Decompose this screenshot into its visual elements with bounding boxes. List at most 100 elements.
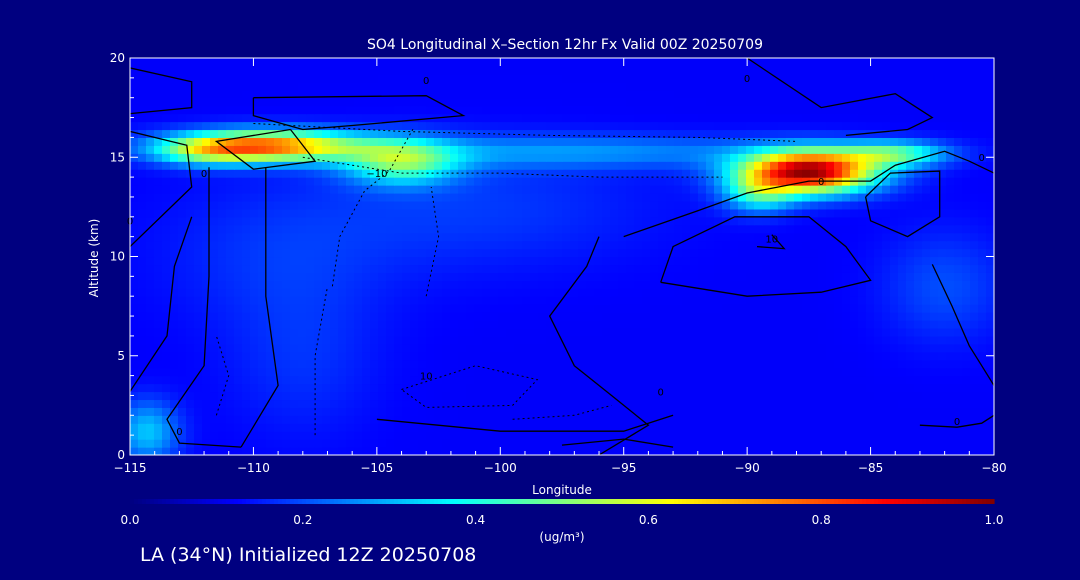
heat-cell — [346, 200, 355, 210]
heat-cell — [794, 351, 803, 361]
heat-cell — [514, 312, 523, 321]
heat-cell — [314, 375, 323, 385]
heat-cell — [282, 89, 291, 99]
heat-cell — [130, 439, 139, 448]
heat-cell — [682, 248, 691, 258]
heat-cell — [610, 224, 619, 234]
heat-cell — [250, 192, 259, 202]
heat-cell — [554, 431, 563, 440]
heat-cell — [594, 224, 603, 234]
heat-cell — [954, 351, 963, 361]
heat-cell — [442, 399, 451, 408]
heat-cell — [378, 256, 387, 266]
heat-cell — [306, 288, 315, 297]
heat-cell — [626, 129, 635, 138]
heat-cell — [874, 407, 883, 416]
heat-cell — [666, 399, 675, 408]
heat-cell — [786, 272, 795, 281]
heat-cell — [186, 89, 195, 99]
heat-cell — [850, 192, 859, 202]
heat-cell — [738, 216, 747, 226]
heat-cell — [490, 153, 499, 162]
heat-cell — [618, 105, 627, 115]
heat-cell — [522, 367, 531, 377]
heat-cell — [306, 439, 315, 448]
heat-cell — [978, 391, 987, 401]
heat-cell — [434, 399, 443, 408]
heat-cell — [314, 192, 323, 202]
heat-cell — [618, 415, 627, 424]
heat-cell — [770, 192, 779, 202]
heat-cell — [170, 232, 179, 242]
heat-cell — [330, 121, 339, 131]
heat-cell — [938, 240, 947, 250]
heat-cell — [826, 407, 835, 416]
heat-cell — [226, 153, 235, 162]
heat-cell — [410, 407, 419, 416]
heat-cell — [698, 137, 707, 146]
heat-cell — [922, 343, 931, 353]
heat-cell — [442, 423, 451, 432]
heat-cell — [442, 216, 451, 226]
heat-cell — [802, 240, 811, 250]
heat-cell — [346, 105, 355, 115]
heat-cell — [530, 375, 539, 385]
heat-cell — [618, 351, 627, 361]
heat-cell — [970, 272, 979, 281]
heat-cell — [530, 97, 539, 107]
heat-cell — [490, 439, 499, 448]
heat-cell — [266, 81, 275, 91]
heat-cell — [986, 391, 994, 401]
heat-cell — [890, 153, 899, 162]
heat-cell — [242, 137, 251, 146]
heat-cell — [202, 447, 211, 455]
heat-cell — [986, 367, 994, 377]
heat-cell — [530, 335, 539, 345]
heat-cell — [498, 216, 507, 226]
heat-cell — [866, 137, 875, 146]
heat-cell — [946, 105, 955, 115]
heat-cell — [930, 423, 939, 432]
heat-cell — [346, 312, 355, 321]
heat-cell — [698, 161, 707, 170]
heat-cell — [650, 327, 659, 337]
heat-cell — [674, 288, 683, 297]
heat-cell — [450, 232, 459, 242]
heat-cell — [338, 192, 347, 202]
heat-cell — [746, 383, 755, 393]
heat-cell — [322, 105, 331, 115]
heat-cell — [546, 367, 555, 377]
heat-cell — [634, 351, 643, 361]
heat-cell — [642, 280, 651, 289]
heat-cell — [882, 153, 891, 162]
heat-cell — [282, 431, 291, 440]
heat-cell — [378, 240, 387, 250]
heat-cell — [802, 320, 811, 329]
heat-cell — [154, 447, 163, 455]
heat-cell — [154, 200, 163, 210]
heat-cell — [426, 256, 435, 266]
heat-cell — [642, 447, 651, 455]
heat-cell — [970, 327, 979, 337]
heat-cell — [154, 351, 163, 361]
heat-cell — [506, 431, 515, 440]
heat-cell — [978, 153, 987, 162]
heat-cell — [562, 447, 571, 455]
heat-cell — [514, 264, 523, 273]
heat-cell — [858, 216, 867, 226]
heat-cell — [642, 296, 651, 305]
heat-cell — [674, 97, 683, 107]
heat-cell — [290, 423, 299, 432]
heat-cell — [978, 399, 987, 408]
heat-cell — [618, 121, 627, 131]
heat-cell — [730, 97, 739, 107]
heat-cell — [314, 232, 323, 242]
heat-cell — [418, 89, 427, 99]
heat-cell — [610, 129, 619, 138]
heat-cell — [818, 312, 827, 321]
heat-cell — [266, 200, 275, 210]
heat-cell — [634, 169, 643, 178]
heat-cell — [898, 359, 907, 369]
heat-cell — [242, 97, 251, 107]
heat-cell — [882, 383, 891, 393]
